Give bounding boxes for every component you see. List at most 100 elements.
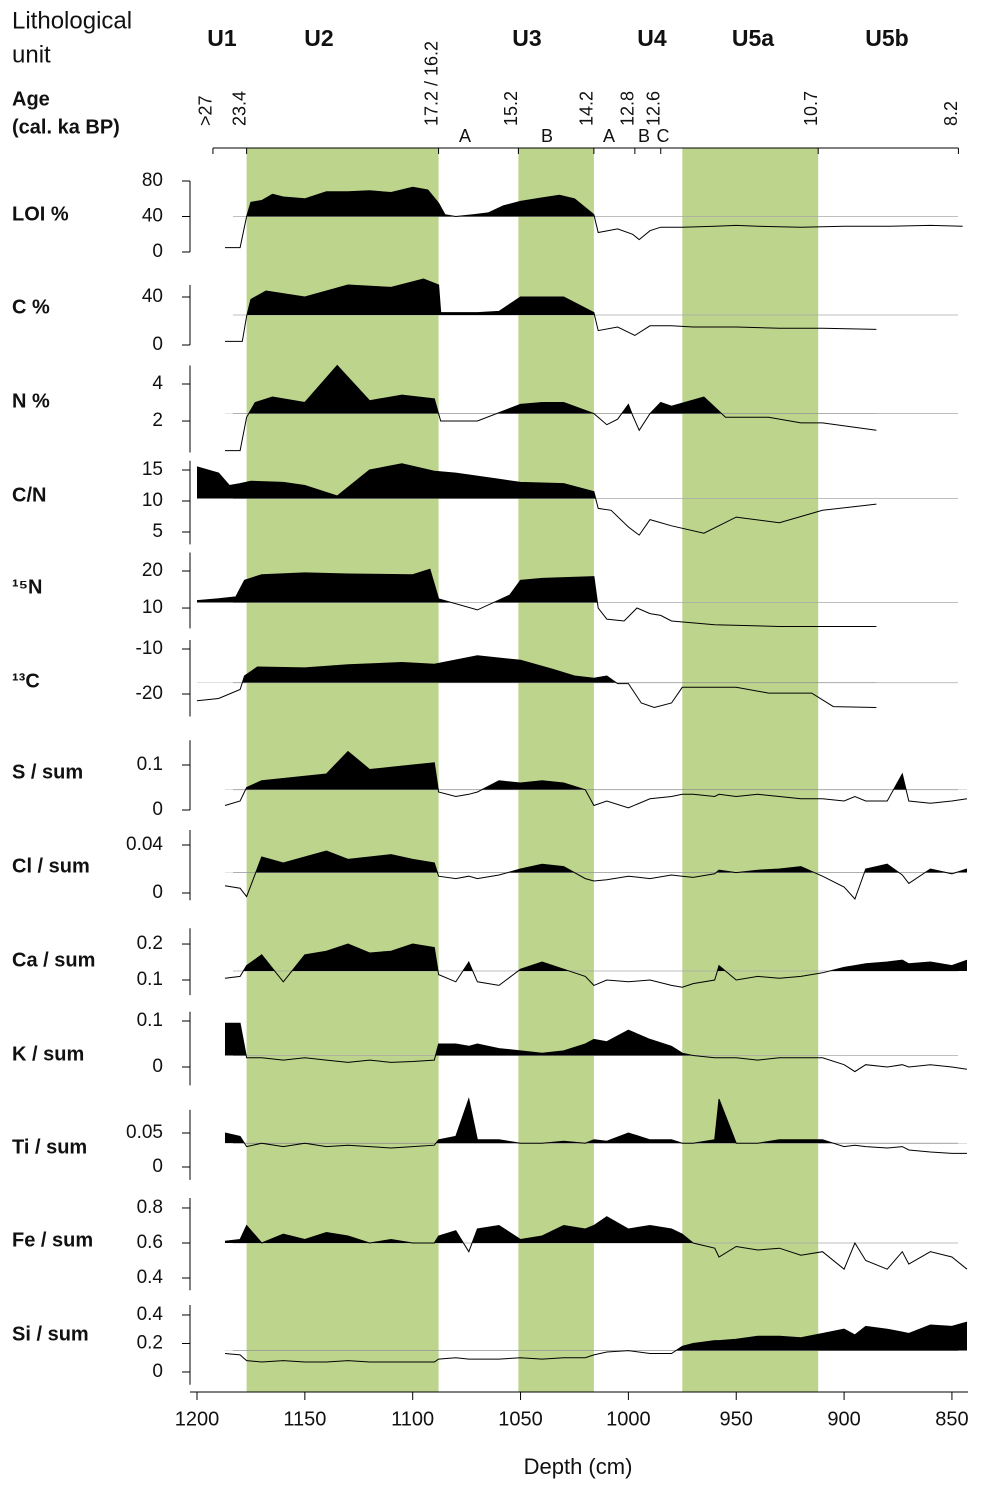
x-tick-label: 950: [720, 1408, 753, 1430]
area-fill: [225, 187, 963, 217]
age-label: (cal. ka BP): [12, 116, 120, 138]
age-label: 14.2: [577, 91, 597, 126]
y-tick-label: 0.1: [137, 1010, 163, 1031]
y-tick-label: 0: [152, 882, 163, 903]
age-label: >27: [196, 95, 216, 126]
y-tick-label: 0: [152, 334, 163, 355]
data-line: [225, 278, 877, 342]
data-line: [224, 1321, 968, 1363]
area-fill: [225, 365, 877, 414]
x-tick-label: 1150: [283, 1408, 326, 1430]
panel-label: LOI %: [12, 203, 69, 225]
age-label: 12.6: [643, 91, 663, 126]
x-tick-label: 1000: [606, 1408, 651, 1430]
subunit-label: B: [541, 126, 553, 146]
data-line: [225, 364, 877, 452]
y-tick-label: 0: [152, 799, 163, 820]
age-label: 12.8: [618, 91, 638, 126]
panel-label: K / sum: [12, 1043, 84, 1065]
y-tick-label: -10: [136, 638, 163, 659]
y-tick-label: 15: [142, 459, 163, 480]
subunit-label: A: [459, 126, 471, 146]
area-fill: [245, 751, 907, 790]
panel-label: S / sum: [12, 761, 83, 783]
unit-label: U2: [304, 25, 333, 51]
y-tick-label: 0: [152, 1056, 163, 1077]
y-tick-label: 0.2: [137, 1332, 163, 1353]
area-fill: [242, 655, 617, 683]
data-line: [224, 1216, 968, 1271]
y-tick-label: 20: [142, 560, 163, 581]
subunit-label: A: [603, 126, 615, 146]
shaded-band: [518, 148, 594, 1392]
y-tick-label: 0.4: [137, 1267, 164, 1288]
y-tick-label: 40: [142, 286, 163, 307]
lith-label: Lithological: [12, 7, 132, 34]
unit-label: U3: [512, 25, 541, 51]
age-label: Age: [12, 88, 50, 110]
area-fill: [197, 569, 598, 603]
y-tick-label: 0.1: [137, 754, 163, 775]
y-tick-label: 80: [142, 170, 163, 191]
area-fill: [225, 944, 967, 972]
x-tick-label: 1050: [498, 1408, 543, 1430]
y-tick-label: 0: [152, 1361, 163, 1382]
y-tick-label: 0.6: [137, 1232, 163, 1253]
panel-label: C %: [12, 296, 50, 318]
data-line: [196, 463, 877, 536]
panel-label: Ca / sum: [12, 949, 95, 971]
y-tick-label: 10: [142, 490, 163, 511]
data-line: [225, 186, 963, 249]
y-tick-label: 0.1: [137, 969, 163, 990]
area-fill: [225, 1216, 694, 1243]
unit-label: U5b: [865, 25, 908, 51]
data-line: [225, 1022, 968, 1073]
subunit-label: C: [657, 126, 670, 146]
panel-label: ¹³C: [12, 670, 40, 692]
y-tick-label: 10: [142, 597, 163, 618]
y-tick-label: 4: [152, 373, 163, 394]
age-label: 23.4: [229, 91, 249, 126]
panel-label: N %: [12, 390, 50, 412]
area-fill: [255, 851, 967, 873]
data-line: [196, 568, 877, 627]
data-line: [224, 850, 968, 900]
y-tick-label: 0: [152, 1156, 163, 1177]
x-axis-title: Depth (cm): [524, 1454, 633, 1479]
area-fill: [675, 1322, 967, 1351]
unit-label: U5a: [732, 25, 774, 51]
age-label: 17.2 / 16.2: [421, 41, 441, 126]
data-line: [224, 750, 968, 809]
y-tick-label: 0.4: [137, 1304, 164, 1325]
x-tick-label: 1100: [391, 1408, 434, 1430]
x-tick-label: 850: [935, 1408, 968, 1430]
y-tick-label: 0: [152, 241, 163, 262]
y-tick-label: 0.8: [137, 1197, 163, 1218]
y-tick-label: 0.05: [126, 1122, 163, 1143]
data-line: [196, 655, 877, 709]
y-tick-label: -20: [136, 683, 163, 704]
panel-label: Cl / sum: [12, 855, 90, 877]
x-tick-label: 1200: [175, 1408, 220, 1430]
data-line: [224, 1097, 967, 1154]
unit-label: U4: [637, 25, 667, 51]
age-label: 15.2: [501, 91, 521, 126]
panel-label: C/N: [12, 484, 46, 506]
panel-label: Si / sum: [12, 1323, 89, 1345]
y-tick-label: 2: [152, 410, 163, 431]
data-line: [224, 943, 968, 988]
y-tick-label: 0.2: [137, 933, 163, 954]
panel-label: ¹⁵N: [12, 576, 43, 598]
age-label: 10.7: [801, 91, 821, 126]
shaded-band: [682, 148, 819, 1392]
subunit-label: B: [638, 126, 650, 146]
y-tick-label: 5: [152, 521, 163, 542]
panel-label: Fe / sum: [12, 1229, 93, 1251]
y-tick-label: 40: [142, 206, 163, 227]
lith-label: unit: [12, 41, 51, 68]
x-tick-label: 900: [827, 1408, 860, 1430]
area-fill: [225, 1023, 967, 1056]
y-tick-label: 0.04: [126, 834, 163, 855]
age-label: 8.2: [941, 101, 961, 126]
